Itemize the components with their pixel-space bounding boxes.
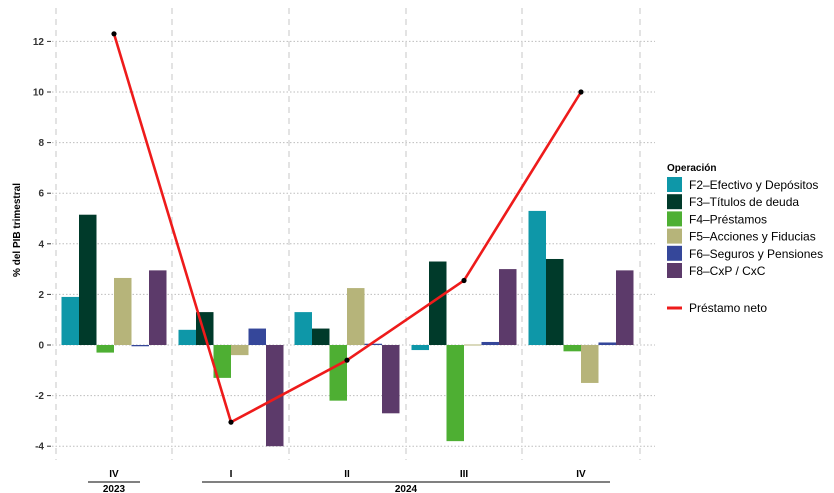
- legend-swatch: [667, 177, 682, 192]
- bar-6-4: [499, 269, 517, 345]
- legend-swatch: [667, 263, 682, 278]
- bar-6-3: [382, 345, 400, 414]
- net-lending-line: [111, 31, 584, 425]
- y-tick-label: 10: [33, 88, 45, 99]
- legend-label: F3–Títulos de deuda: [689, 195, 799, 209]
- x-category-label: IV: [109, 469, 119, 480]
- bar-1-5: [528, 210, 546, 345]
- bar-5-2: [248, 328, 266, 345]
- legend-label: F2–Efectivo y Depósitos: [689, 178, 818, 192]
- grid: [52, 8, 655, 460]
- net-lending-point-4: [461, 277, 467, 284]
- legend-swatch: [667, 228, 682, 244]
- bar-5-3: [364, 343, 382, 345]
- legend-label: F6–Seguros y Pensiones: [689, 247, 823, 261]
- legend-label: F5–Acciones y Fiducias: [689, 230, 816, 244]
- y-tick-label: 8: [38, 138, 44, 149]
- y-tick-label: 2: [38, 290, 44, 301]
- bar-6-1: [149, 270, 167, 345]
- bar-6-2: [266, 345, 284, 447]
- bar-4-1: [114, 277, 132, 345]
- legend-label: F8–CxP / CxC: [689, 264, 766, 278]
- net-lending-point-1: [111, 31, 117, 37]
- bar-2-5: [546, 258, 564, 345]
- legend-title: Operación: [667, 163, 716, 174]
- bar-2-4: [429, 261, 447, 345]
- bar-1-2: [178, 329, 196, 345]
- bar-3-2: [213, 345, 231, 378]
- year-label: 2023: [103, 484, 126, 493]
- legend-swatch: [667, 211, 682, 227]
- bar-1-3: [294, 312, 312, 345]
- bar-2-1: [79, 214, 97, 345]
- y-tick-label: 0: [38, 341, 44, 352]
- year-label: 2024: [395, 484, 418, 493]
- bar-4-4: [464, 344, 482, 346]
- legend-swatch: [667, 245, 682, 261]
- y-tick-label: 4: [38, 239, 44, 250]
- x-category-label: II: [344, 469, 350, 480]
- bar-5-4: [481, 341, 499, 345]
- x-category-label: III: [460, 469, 469, 480]
- y-tick-label: -4: [35, 442, 44, 453]
- bar-5-1: [131, 345, 149, 347]
- legend: Operación F2–Efectivo y Depósitos F3–Títul…: [667, 163, 823, 315]
- legend-label: F4–Préstamos: [689, 212, 767, 226]
- x-category-label: I: [230, 469, 233, 480]
- y-tick-label: 6: [38, 189, 44, 200]
- bar-2-3: [312, 328, 330, 345]
- bar-4-5: [581, 345, 599, 383]
- x-category-label: IV: [576, 469, 586, 480]
- bar-4-2: [231, 345, 249, 356]
- bar-6-5: [616, 270, 634, 345]
- bar-3-5: [563, 345, 581, 352]
- bar-1-4: [411, 345, 429, 351]
- bar-5-5: [598, 342, 616, 345]
- legend-swatch: [667, 194, 682, 210]
- net-lending-point-3: [344, 357, 350, 363]
- legend-label-line: Préstamo neto: [689, 301, 767, 315]
- bar-3-3: [329, 345, 347, 401]
- y-axis-label: % del PIB trimestral: [12, 183, 23, 277]
- y-axis: -4 -2 0 2 4 6 8 10 12: [33, 37, 51, 453]
- bar-3-4: [446, 345, 464, 442]
- bar-3-1: [96, 345, 114, 353]
- bar-1-1: [61, 296, 79, 345]
- net-lending-point-5: [578, 89, 584, 95]
- bars: [61, 210, 634, 447]
- bar-4-3: [347, 288, 365, 345]
- net-lending-point-2: [228, 419, 234, 425]
- y-tick-label: 12: [33, 37, 45, 48]
- y-tick-label: -2: [35, 391, 44, 402]
